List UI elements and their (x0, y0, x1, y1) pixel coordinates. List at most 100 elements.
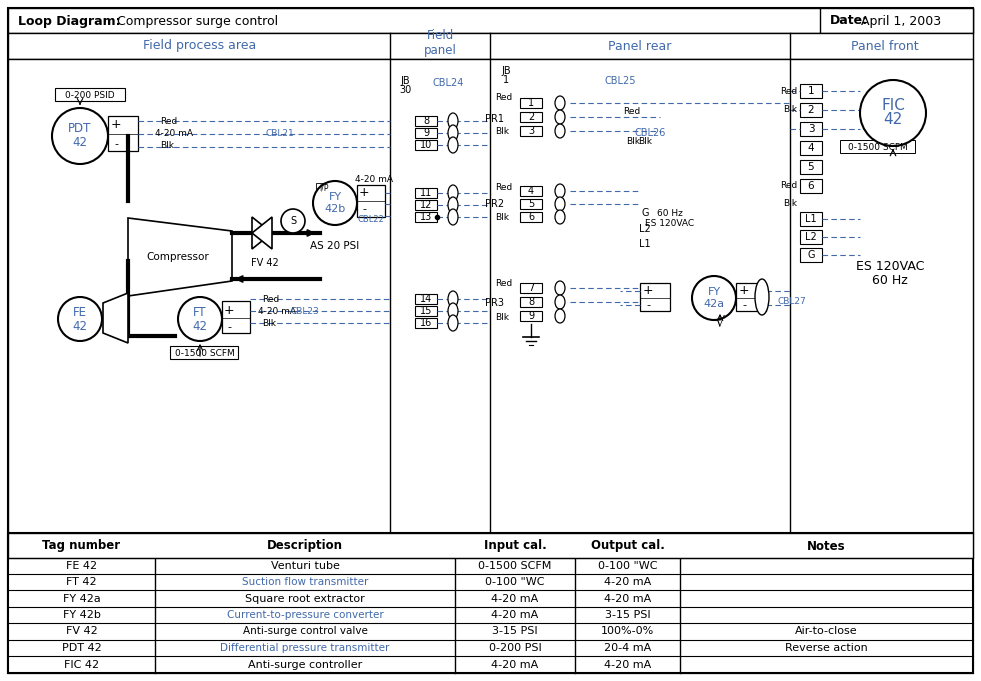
Text: -: - (646, 300, 650, 310)
Text: I/P: I/P (319, 183, 329, 193)
Text: 0-100 "WC: 0-100 "WC (597, 561, 657, 571)
Text: 2: 2 (528, 112, 534, 122)
Text: 4-20 mA: 4-20 mA (355, 174, 393, 183)
Text: Suction flow transmitter: Suction flow transmitter (241, 577, 368, 587)
Text: 20-4 mA: 20-4 mA (604, 643, 651, 653)
Bar (640, 283, 670, 311)
Text: +: + (111, 118, 122, 131)
Ellipse shape (462, 176, 478, 234)
Text: Anti-surge control valve: Anti-surge control valve (242, 627, 368, 637)
Bar (520, 186, 542, 196)
Text: ES 120VAC: ES 120VAC (645, 219, 695, 229)
Bar (415, 318, 437, 328)
Ellipse shape (555, 184, 565, 198)
Text: 7: 7 (528, 283, 534, 293)
Circle shape (860, 80, 926, 146)
Bar (800, 160, 822, 174)
Text: 0-100 "WC: 0-100 "WC (486, 577, 544, 587)
Ellipse shape (448, 113, 458, 129)
Bar (800, 122, 822, 136)
Text: JB: JB (400, 76, 410, 86)
Text: L1: L1 (805, 214, 817, 224)
Text: FV 42: FV 42 (251, 258, 279, 268)
Bar (520, 311, 542, 321)
Text: +: + (359, 187, 369, 200)
Bar (800, 248, 822, 262)
Text: Blk: Blk (495, 127, 509, 136)
Text: FE: FE (73, 306, 87, 319)
Text: FY: FY (329, 192, 341, 202)
Circle shape (281, 209, 305, 233)
Text: 4-20 mA: 4-20 mA (491, 659, 539, 669)
Text: PR3: PR3 (486, 298, 504, 308)
Text: 0-1500 SCFM: 0-1500 SCFM (176, 349, 234, 358)
Text: Venturi tube: Venturi tube (271, 561, 339, 571)
Text: 4-20 mA: 4-20 mA (155, 129, 193, 138)
Text: 1: 1 (503, 75, 509, 85)
Text: Reverse action: Reverse action (785, 643, 868, 653)
Bar (800, 179, 822, 193)
Text: Red: Red (780, 86, 797, 95)
Text: 4-20 mA: 4-20 mA (491, 594, 539, 603)
Text: 8: 8 (528, 297, 534, 307)
Text: 4-20 mA: 4-20 mA (604, 594, 651, 603)
Text: Red: Red (495, 93, 512, 103)
Text: Square root extractor: Square root extractor (245, 594, 365, 603)
Text: 6: 6 (528, 212, 534, 222)
Text: 12: 12 (420, 200, 433, 210)
Bar (415, 128, 437, 138)
Text: Field process area: Field process area (143, 39, 257, 52)
Text: 0-200 PSI: 0-200 PSI (489, 643, 542, 653)
Text: ES 120VAC: ES 120VAC (855, 259, 924, 272)
Text: 4-20 mA: 4-20 mA (258, 306, 296, 315)
Bar (415, 188, 437, 198)
Text: FE 42: FE 42 (66, 561, 97, 571)
Polygon shape (252, 217, 272, 249)
Text: 5: 5 (807, 162, 814, 172)
Bar (520, 126, 542, 136)
Text: Air-to-close: Air-to-close (796, 627, 857, 637)
Text: 4-20 mA: 4-20 mA (491, 610, 539, 620)
Ellipse shape (448, 303, 458, 319)
Text: 8: 8 (423, 116, 429, 126)
Text: 10: 10 (420, 140, 432, 150)
Text: Blk: Blk (262, 319, 276, 328)
Ellipse shape (448, 209, 458, 225)
Text: Field
panel: Field panel (424, 29, 456, 57)
Ellipse shape (555, 197, 565, 211)
Bar (415, 140, 437, 150)
Bar (222, 301, 250, 333)
Text: Loop Diagram:: Loop Diagram: (18, 14, 121, 27)
Text: 42: 42 (73, 319, 87, 332)
Bar (820, 8, 973, 33)
Text: Blk: Blk (783, 200, 797, 208)
Text: L2: L2 (805, 232, 817, 242)
Text: 3-15 PSI: 3-15 PSI (492, 627, 538, 637)
Text: FIC 42: FIC 42 (64, 659, 99, 669)
Polygon shape (252, 217, 272, 249)
Text: -: - (362, 204, 366, 214)
Bar (520, 199, 542, 209)
Ellipse shape (555, 124, 565, 138)
Text: FY 42b: FY 42b (63, 610, 100, 620)
Bar (800, 230, 822, 244)
Text: Red: Red (780, 182, 797, 191)
Text: 11: 11 (420, 188, 432, 198)
Text: CBL24: CBL24 (433, 78, 464, 88)
Text: 1: 1 (807, 86, 814, 96)
Text: Blk: Blk (638, 136, 652, 146)
Text: Output cal.: Output cal. (591, 539, 664, 552)
Bar (415, 212, 437, 222)
Text: JB: JB (501, 66, 511, 76)
Ellipse shape (448, 185, 458, 201)
Circle shape (313, 181, 357, 225)
Text: Blk: Blk (626, 136, 640, 146)
Text: FV 42: FV 42 (66, 627, 97, 637)
Ellipse shape (448, 197, 458, 213)
Text: Panel rear: Panel rear (608, 39, 672, 52)
Text: 5: 5 (528, 199, 534, 209)
Circle shape (52, 108, 108, 164)
Text: 16: 16 (420, 318, 432, 328)
Text: 30: 30 (399, 85, 411, 95)
Text: 2: 2 (807, 105, 814, 115)
